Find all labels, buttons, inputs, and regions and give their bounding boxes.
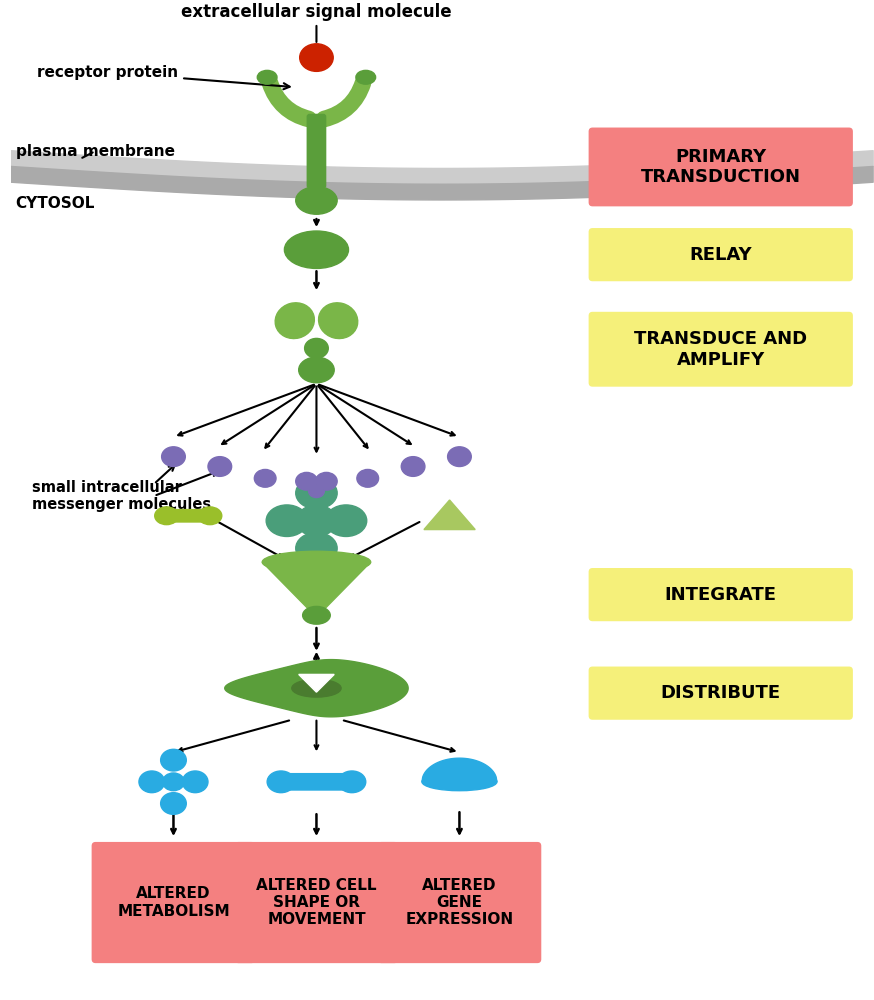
Polygon shape [424, 500, 475, 530]
Ellipse shape [284, 231, 349, 268]
FancyBboxPatch shape [588, 228, 853, 281]
Text: ALTERED
GENE
EXPRESSION: ALTERED GENE EXPRESSION [406, 878, 514, 927]
Text: PRIMARY
TRANSDUCTION: PRIMARY TRANSDUCTION [641, 148, 801, 186]
FancyBboxPatch shape [588, 128, 853, 206]
Ellipse shape [262, 551, 371, 573]
FancyBboxPatch shape [307, 114, 326, 189]
Ellipse shape [297, 505, 336, 536]
Ellipse shape [139, 771, 164, 793]
Ellipse shape [295, 472, 317, 490]
Ellipse shape [401, 457, 425, 476]
Ellipse shape [275, 303, 315, 339]
Ellipse shape [161, 793, 186, 814]
Ellipse shape [183, 771, 208, 793]
Text: ALTERED CELL
SHAPE OR
MOVEMENT: ALTERED CELL SHAPE OR MOVEMENT [256, 878, 377, 927]
Text: DISTRIBUTE: DISTRIBUTE [661, 684, 780, 702]
Polygon shape [422, 758, 497, 782]
Ellipse shape [422, 773, 497, 791]
Ellipse shape [309, 485, 324, 498]
Ellipse shape [316, 472, 337, 490]
Ellipse shape [318, 303, 357, 339]
Polygon shape [262, 562, 371, 617]
Ellipse shape [257, 70, 277, 84]
Ellipse shape [300, 44, 333, 71]
Ellipse shape [163, 773, 184, 791]
Polygon shape [299, 674, 334, 692]
Ellipse shape [356, 70, 376, 84]
Ellipse shape [357, 469, 378, 487]
Ellipse shape [161, 749, 186, 771]
FancyBboxPatch shape [588, 312, 853, 387]
Ellipse shape [208, 457, 232, 476]
Text: TRANSDUCE AND
AMPLIFY: TRANSDUCE AND AMPLIFY [635, 330, 808, 369]
FancyBboxPatch shape [588, 568, 853, 621]
Ellipse shape [295, 477, 337, 509]
Text: plasma membrane: plasma membrane [16, 144, 175, 159]
Text: small intracellular
messenger molecules: small intracellular messenger molecules [32, 480, 212, 512]
Ellipse shape [155, 507, 178, 525]
Ellipse shape [267, 771, 295, 793]
Text: receptor protein: receptor protein [38, 65, 289, 89]
FancyBboxPatch shape [378, 842, 541, 963]
Ellipse shape [295, 187, 337, 214]
Ellipse shape [338, 771, 365, 793]
Text: RELAY: RELAY [690, 246, 752, 264]
Ellipse shape [162, 447, 185, 467]
FancyBboxPatch shape [278, 773, 355, 791]
FancyBboxPatch shape [164, 509, 212, 523]
Ellipse shape [447, 447, 471, 467]
Text: CYTOSOL: CYTOSOL [16, 196, 95, 211]
FancyBboxPatch shape [234, 842, 399, 963]
Text: ALTERED
METABOLISM: ALTERED METABOLISM [117, 886, 230, 919]
Text: INTEGRATE: INTEGRATE [665, 586, 777, 604]
Text: extracellular signal molecule: extracellular signal molecule [181, 3, 452, 21]
Ellipse shape [305, 338, 329, 358]
Ellipse shape [198, 507, 222, 525]
Ellipse shape [299, 357, 334, 383]
Ellipse shape [254, 469, 276, 487]
Ellipse shape [267, 505, 308, 536]
Polygon shape [225, 660, 408, 717]
FancyBboxPatch shape [588, 667, 853, 720]
Ellipse shape [325, 505, 367, 536]
Ellipse shape [295, 533, 337, 564]
Ellipse shape [302, 606, 330, 624]
Ellipse shape [292, 679, 341, 697]
FancyBboxPatch shape [92, 842, 255, 963]
